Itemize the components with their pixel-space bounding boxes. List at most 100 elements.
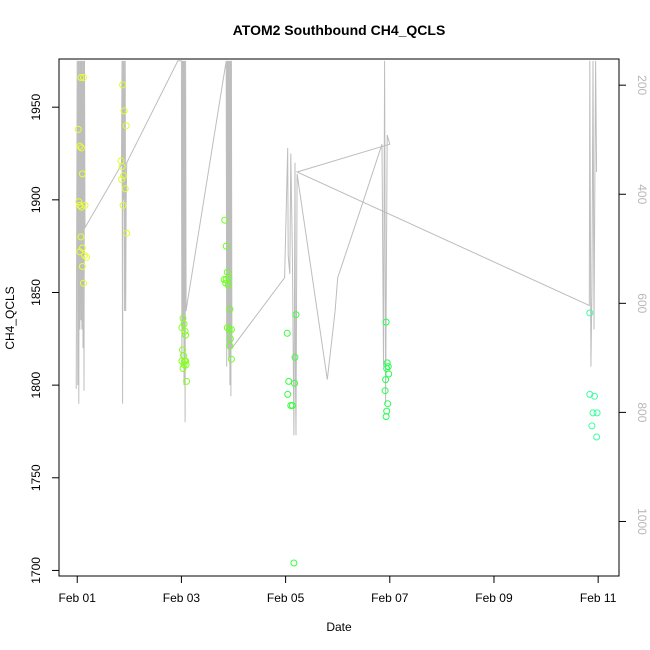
secondary-y-tick-label: 600 <box>635 293 649 313</box>
y-tick-label: 1750 <box>29 464 43 491</box>
secondary-y-tick-label: 800 <box>635 402 649 422</box>
data-point <box>382 413 390 421</box>
data-point <box>382 376 390 384</box>
data-point <box>119 201 127 209</box>
point-series-segment-1 <box>74 74 91 287</box>
data-point <box>77 203 85 211</box>
data-point <box>291 353 299 361</box>
plot-frame <box>58 58 620 577</box>
data-point <box>76 201 84 209</box>
data-point <box>181 327 189 335</box>
point-series-segment-6 <box>381 318 393 421</box>
data-point <box>384 363 392 371</box>
data-point <box>224 281 232 289</box>
data-point <box>589 409 597 417</box>
chart-title: ATOM2 Southbound CH4_QCLS <box>233 22 446 38</box>
secondary-y-tick-label: 400 <box>635 184 649 204</box>
data-point <box>78 244 86 252</box>
data-point <box>226 342 234 350</box>
y-tick-label: 1900 <box>29 186 43 213</box>
data-point <box>74 125 82 133</box>
data-point <box>120 172 128 180</box>
data-point <box>290 559 298 567</box>
x-tick-label: Feb 09 <box>475 591 513 605</box>
data-point <box>226 335 234 343</box>
data-point <box>81 251 88 259</box>
point-series-segment-4 <box>220 216 235 363</box>
point-series-segment-7 <box>586 309 601 441</box>
data-point <box>77 74 85 81</box>
data-point <box>120 107 128 115</box>
data-point <box>78 170 86 178</box>
data-point <box>119 81 127 89</box>
y-tick-label: 1700 <box>29 557 43 584</box>
data-point <box>183 377 191 385</box>
x-tick-label: Feb 07 <box>371 591 409 605</box>
data-point <box>385 370 393 378</box>
point-series-segment-5 <box>283 311 300 567</box>
y-tick-label: 1850 <box>29 279 43 306</box>
altitude-trace-layer <box>75 60 598 436</box>
data-point <box>226 305 234 313</box>
y-tick-label: 1950 <box>29 94 43 121</box>
data-point <box>220 276 228 283</box>
x-tick-label: Feb 11 <box>580 591 617 605</box>
data-point <box>223 324 231 332</box>
data-point <box>586 309 594 317</box>
y-axis-label: CH4_QCLS <box>3 286 17 349</box>
data-point <box>78 263 86 270</box>
point-series-segment-2 <box>117 81 131 237</box>
data-point <box>225 274 233 282</box>
data-point <box>118 163 126 170</box>
data-point <box>221 216 229 224</box>
data-point <box>588 422 596 430</box>
data-point <box>586 390 594 398</box>
x-axis-label: Date <box>326 620 352 634</box>
data-point <box>593 409 601 417</box>
data-point <box>80 279 87 287</box>
data-point <box>593 433 601 441</box>
data-point <box>182 357 190 365</box>
data-point <box>180 320 188 328</box>
secondary-y-tick-label: 200 <box>635 75 649 95</box>
data-point <box>121 185 129 193</box>
point-series-segment-3 <box>178 314 191 385</box>
secondary-y-axis: 200 400 600 800 1000 <box>619 75 649 535</box>
y-axis: 1700 1750 1800 1850 1900 1950 <box>29 94 60 584</box>
data-point <box>179 365 187 372</box>
data-point <box>291 379 298 387</box>
data-point <box>288 402 296 409</box>
data-point <box>292 311 300 319</box>
data-point <box>77 144 85 152</box>
data-point <box>180 361 188 369</box>
data-point <box>83 253 91 261</box>
x-tick-label: Feb 01 <box>59 591 97 605</box>
data-point <box>283 329 291 337</box>
data-point <box>384 400 392 408</box>
data-point <box>381 387 389 395</box>
data-point <box>222 242 230 250</box>
data-point <box>81 201 89 209</box>
data-point <box>122 122 130 130</box>
data-point <box>591 392 598 400</box>
data-point <box>118 175 125 183</box>
data-point <box>80 74 87 81</box>
data-point <box>225 326 233 333</box>
data-point <box>123 229 131 237</box>
x-tick-label: Feb 05 <box>267 591 305 605</box>
data-points-layer <box>74 74 601 567</box>
data-point <box>182 331 190 339</box>
data-point <box>227 326 235 333</box>
data-point <box>178 357 186 365</box>
data-point <box>75 198 83 206</box>
data-point <box>227 355 235 363</box>
data-point <box>76 142 84 150</box>
altitude-trace-line <box>75 60 598 436</box>
y-tick-label: 1800 <box>29 371 43 398</box>
data-point <box>284 390 292 398</box>
x-tick-label: Feb 03 <box>163 591 201 605</box>
secondary-y-tick-label: 1000 <box>635 508 649 535</box>
